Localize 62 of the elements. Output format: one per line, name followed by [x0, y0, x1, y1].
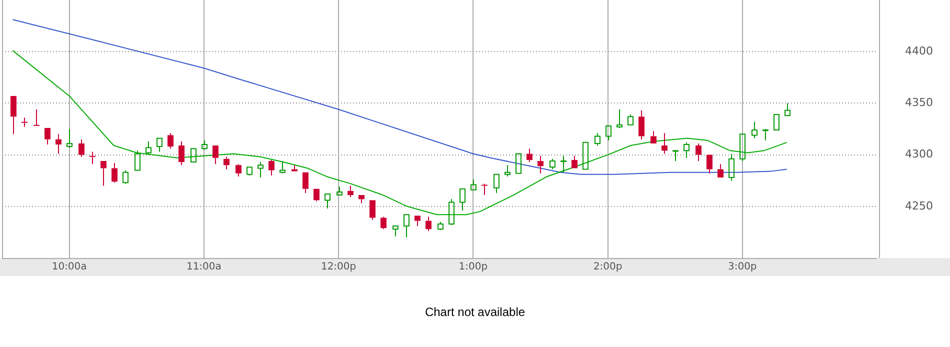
candlestick — [606, 125, 612, 141]
candlestick — [146, 140, 152, 156]
candlestick — [22, 117, 28, 128]
candlestick — [10, 96, 16, 135]
candlestick — [706, 154, 712, 174]
candlestick — [66, 128, 72, 148]
x-tick-label: 2:00p — [593, 262, 622, 273]
candlestick — [56, 134, 62, 154]
x-tick-label: 10:00a — [52, 262, 87, 273]
candlestick — [616, 108, 622, 128]
candlestick — [572, 155, 578, 168]
candlestick — [762, 128, 768, 141]
candlestick — [752, 121, 758, 139]
x-tick-label: 11:00a — [186, 262, 222, 273]
candlestick — [526, 148, 532, 163]
candlestick — [324, 194, 330, 209]
candlestick — [292, 164, 298, 172]
candlestick — [212, 146, 218, 165]
candlestick — [392, 226, 398, 237]
candlestick — [258, 162, 264, 178]
candlestick — [672, 150, 678, 162]
candlestick — [100, 160, 106, 186]
y-tick-label: 4350 — [905, 96, 933, 110]
candlestick — [302, 172, 308, 194]
candlestick — [380, 216, 386, 230]
candlestick — [34, 108, 40, 126]
y-tick-label: 4250 — [905, 199, 933, 212]
text: Chart not available — [424, 305, 526, 319]
x-tick-label: 12:00p — [320, 262, 356, 273]
candlestick — [684, 142, 690, 158]
candlestick — [314, 188, 320, 202]
candlestick — [718, 164, 724, 178]
candlestick — [404, 214, 410, 238]
candlestick — [662, 132, 668, 154]
candlestick — [784, 102, 790, 116]
candlestick — [268, 159, 274, 176]
candlestick — [696, 142, 702, 162]
candlestick — [168, 132, 174, 150]
candlestick — [460, 188, 466, 212]
candlestick — [414, 216, 420, 227]
candlestick — [538, 155, 544, 174]
candlestick — [650, 130, 656, 144]
candlestick — [112, 162, 118, 184]
x-tick-label: 3:00p — [728, 262, 757, 273]
candlestick — [482, 183, 488, 196]
candlestick — [504, 164, 510, 177]
candlestick — [134, 150, 140, 171]
candlestick — [224, 156, 230, 170]
candlestick — [348, 185, 354, 198]
candlestick — [280, 162, 286, 174]
y-tick-label: 4400 — [905, 44, 933, 58]
candlestick — [370, 200, 376, 220]
candlestick — [178, 140, 184, 166]
candlestick — [90, 151, 96, 165]
candlestick — [638, 110, 644, 140]
y-tick-label: 4300 — [905, 148, 933, 161]
candlestick — [358, 195, 364, 204]
candlestick — [44, 128, 50, 145]
candlestick — [78, 138, 84, 158]
candlestick — [236, 164, 242, 177]
x-tick-label: 1:00p — [458, 262, 488, 273]
candlestick — [426, 216, 432, 232]
